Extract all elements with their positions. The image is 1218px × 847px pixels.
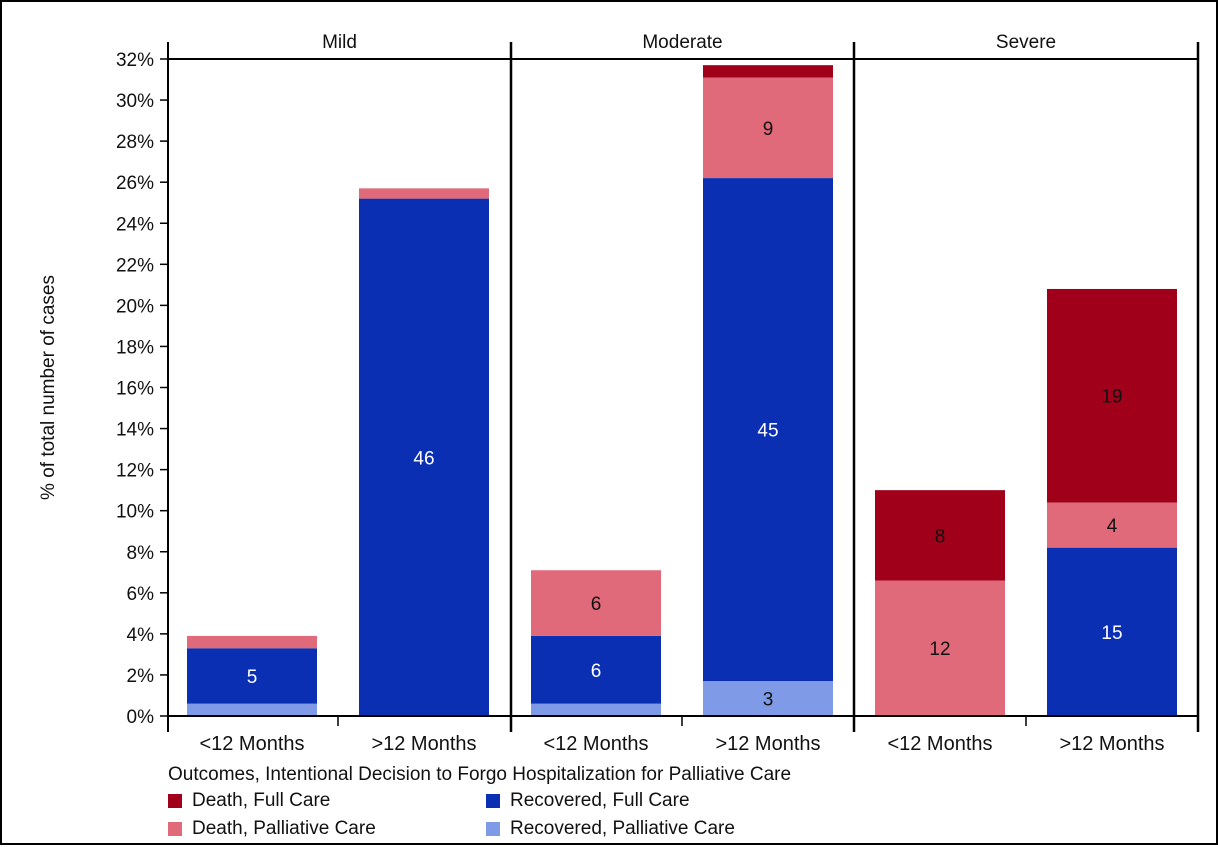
data-label: 4 — [1107, 516, 1118, 537]
y-tick-label: 28% — [116, 132, 154, 153]
panel-header: Severe — [996, 32, 1056, 53]
y-tick-label: 4% — [127, 625, 155, 646]
legend-swatch-recovered-palliative-care — [486, 822, 500, 836]
y-tick-label: 16% — [116, 379, 154, 400]
data-label: 9 — [763, 119, 774, 140]
bar-segment — [1047, 288, 1177, 503]
y-tick-label: 20% — [116, 296, 154, 317]
bar-segment — [875, 490, 1005, 581]
data-label: 6 — [591, 594, 602, 615]
x-tick-label: <12 Months — [199, 733, 304, 755]
y-tick-label: 24% — [116, 214, 154, 235]
bar-segment — [703, 178, 833, 682]
data-label: 12 — [929, 639, 950, 660]
y-tick-label: 12% — [116, 461, 154, 482]
legend-item-recovered-palliative-care: Recovered, Palliative Care — [486, 818, 735, 840]
data-label: 45 — [757, 421, 778, 442]
y-tick-label: 8% — [127, 543, 155, 564]
bar-segment — [531, 703, 661, 716]
bar-segment — [359, 188, 489, 199]
data-label: 5 — [247, 667, 258, 688]
x-axis-label: Outcomes, Intentional Decision to Forgo … — [168, 764, 792, 785]
legend-swatch-death-full-care — [168, 794, 182, 808]
x-tick-label: <12 Months — [543, 733, 648, 755]
bar-segment — [703, 77, 833, 179]
y-tick-label: 30% — [116, 91, 154, 112]
bar-segment — [359, 198, 489, 717]
legend-label: Death, Full Care — [192, 790, 331, 811]
legend-label: Recovered, Full Care — [510, 790, 690, 811]
legend-item-recovered-full-care: Recovered, Full Care — [486, 790, 690, 812]
y-tick-label: 26% — [116, 173, 154, 194]
x-tick-label: >12 Months — [1059, 733, 1164, 755]
y-tick-label: 0% — [127, 707, 155, 728]
legend-label: Death, Palliative Care — [192, 818, 376, 839]
data-label: 3 — [763, 690, 774, 711]
legend-item-death-palliative-care: Death, Palliative Care — [168, 818, 376, 840]
data-label: 15 — [1101, 623, 1122, 644]
legend-swatch-recovered-full-care — [486, 794, 500, 808]
y-tick-label: 22% — [116, 255, 154, 276]
bar-segment — [531, 635, 661, 704]
legend-label: Recovered, Palliative Care — [510, 818, 735, 839]
y-tick-label: 6% — [127, 584, 155, 605]
bar-segment — [703, 65, 833, 78]
data-label: 8 — [935, 526, 946, 547]
y-axis-title: % of total number of cases — [38, 275, 59, 500]
data-label: 6 — [591, 661, 602, 682]
legend-item-death-full-care: Death, Full Care — [168, 790, 330, 812]
y-tick-label: 18% — [116, 337, 154, 358]
data-label: 46 — [413, 448, 434, 469]
bar-segment — [531, 570, 661, 636]
legend-swatch-death-palliative-care — [168, 822, 182, 836]
x-tick-label: <12 Months — [887, 733, 992, 755]
y-tick-label: 10% — [116, 502, 154, 523]
bar-segment — [875, 580, 1005, 716]
panel-header: Mild — [322, 32, 357, 53]
x-tick-label: >12 Months — [715, 733, 820, 755]
bar-segment — [187, 648, 317, 704]
panel-header: Moderate — [642, 32, 722, 53]
y-tick-label: 2% — [127, 666, 155, 687]
bar-segment — [703, 681, 833, 716]
bar-segment — [1047, 547, 1177, 716]
bar-segment — [187, 703, 317, 716]
bar-segment — [187, 635, 317, 649]
y-tick-label: 32% — [116, 50, 154, 71]
bar-segment — [1047, 502, 1177, 548]
x-tick-label: >12 Months — [371, 733, 476, 755]
data-label: 19 — [1101, 387, 1122, 408]
y-tick-label: 14% — [116, 420, 154, 441]
